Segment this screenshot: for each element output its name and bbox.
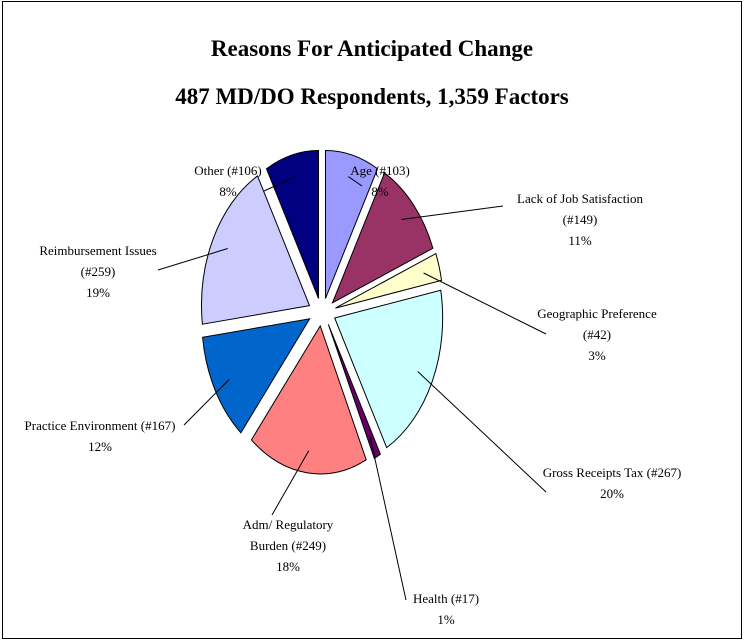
leader-line: [401, 205, 504, 221]
leader-line: [263, 176, 296, 192]
percent-label: 12%: [88, 439, 112, 454]
chart-title: Reasons For Anticipated Change: [210, 36, 534, 61]
category-label: Reimbursement Issues (#259): [39, 243, 157, 279]
pie-slice: [335, 252, 443, 309]
slice-label: Other (#106) 8%: [168, 160, 288, 202]
leader-line: [417, 371, 547, 493]
percent-label: 11%: [568, 233, 592, 248]
slice-label: Practice Environment (#167) 12%: [15, 415, 185, 457]
slice-label: Health (#17) 1%: [386, 588, 506, 630]
pie-slice: [265, 149, 320, 299]
percent-label: 18%: [276, 559, 300, 574]
category-label: Age (#103): [350, 163, 410, 178]
slice-label: Reimbursement Issues (#259) 19%: [38, 240, 158, 303]
pie-slice: [331, 172, 434, 304]
slice-label: Adm/ Regulatory Burden (#249) 18%: [223, 514, 353, 577]
slice-label: Age (#103) 8%: [320, 160, 440, 202]
leader-line: [369, 436, 407, 601]
percent-label: 19%: [86, 285, 110, 300]
slice-label: Gross Receipts Tax (#267) 20%: [537, 462, 687, 504]
percent-label: 20%: [600, 486, 624, 501]
category-label: Health (#17): [412, 591, 480, 606]
leader-line: [423, 272, 547, 335]
percent-label: 1%: [437, 612, 455, 627]
percent-label: 3%: [588, 348, 606, 363]
leader-line: [183, 378, 230, 426]
pie-slice: [202, 318, 311, 434]
category-label: Lack of Job Satisfaction (#149): [517, 191, 643, 227]
percent-label: 8%: [219, 184, 237, 199]
category-label: Other (#106): [194, 163, 262, 178]
pie-slice: [333, 289, 444, 449]
category-label: Geographic Preference (#42): [537, 306, 657, 342]
category-label: Practice Environment (#167): [24, 418, 176, 433]
category-label: Adm/ Regulatory Burden (#249): [242, 517, 334, 553]
percent-label: 8%: [371, 184, 389, 199]
slice-label: Lack of Job Satisfaction (#149) 11%: [505, 188, 655, 251]
leader-line: [271, 450, 310, 516]
leader-line: [348, 176, 363, 187]
chart-subtitle: 487 MD/DO Respondents, 1,359 Factors: [175, 84, 569, 109]
leader-line: [157, 248, 228, 271]
category-label: Gross Receipts Tax (#267): [542, 465, 682, 480]
pie-slice: [201, 175, 311, 325]
pie-slice: [324, 149, 379, 299]
pie-slice: [250, 324, 367, 475]
slice-label: Geographic Preference (#42) 3%: [532, 303, 662, 366]
